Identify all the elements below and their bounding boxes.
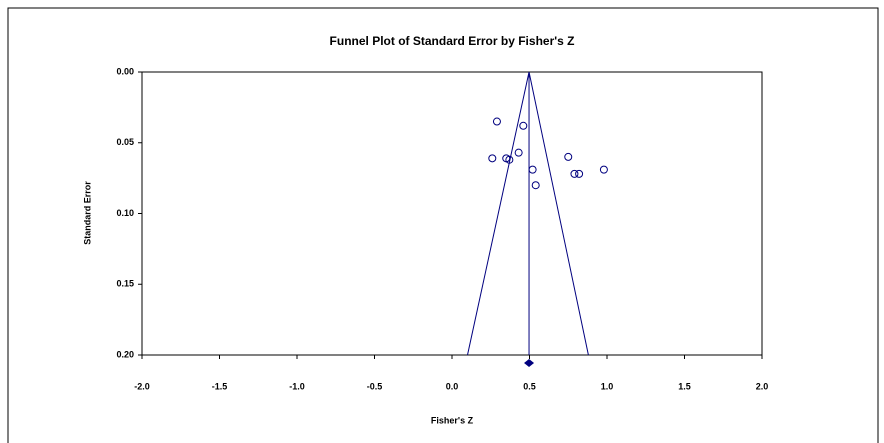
- study-point: [564, 152, 573, 161]
- study-point: [514, 148, 523, 157]
- x-tick-label: -1.0: [289, 381, 305, 391]
- x-tick-label: 2.0: [756, 381, 769, 391]
- summary-diamond: [524, 359, 535, 367]
- x-axis-title: Fisher's Z: [431, 415, 474, 425]
- x-tick-label: -0.5: [367, 381, 383, 391]
- y-tick-label: 0.10: [116, 208, 134, 218]
- study-point: [531, 181, 540, 190]
- study-point: [519, 121, 528, 130]
- x-tick-label: -2.0: [134, 381, 150, 391]
- x-tick-label: -1.5: [212, 381, 228, 391]
- x-tick-label: 1.5: [678, 381, 691, 391]
- y-tick-label: 0.05: [116, 137, 134, 147]
- y-tick-label: 0.00: [116, 66, 134, 76]
- study-point: [570, 169, 579, 178]
- study-point: [528, 165, 537, 174]
- study-point: [505, 155, 514, 164]
- chart-title: Funnel Plot of Standard Error by Fisher'…: [330, 34, 575, 48]
- funnel-left-line: [467, 71, 530, 356]
- funnel-right-line: [528, 71, 589, 356]
- study-point: [488, 154, 497, 163]
- y-axis-title: Standard Error: [82, 181, 92, 245]
- study-point: [599, 165, 608, 174]
- study-point: [492, 117, 501, 126]
- x-tick-label: 1.0: [601, 381, 614, 391]
- y-tick-label: 0.20: [116, 349, 134, 359]
- study-point: [575, 169, 584, 178]
- x-tick-label: 0.5: [523, 381, 536, 391]
- chart-frame: [7, 7, 879, 443]
- x-tick-label: 0.0: [446, 381, 459, 391]
- y-tick-label: 0.15: [116, 279, 134, 289]
